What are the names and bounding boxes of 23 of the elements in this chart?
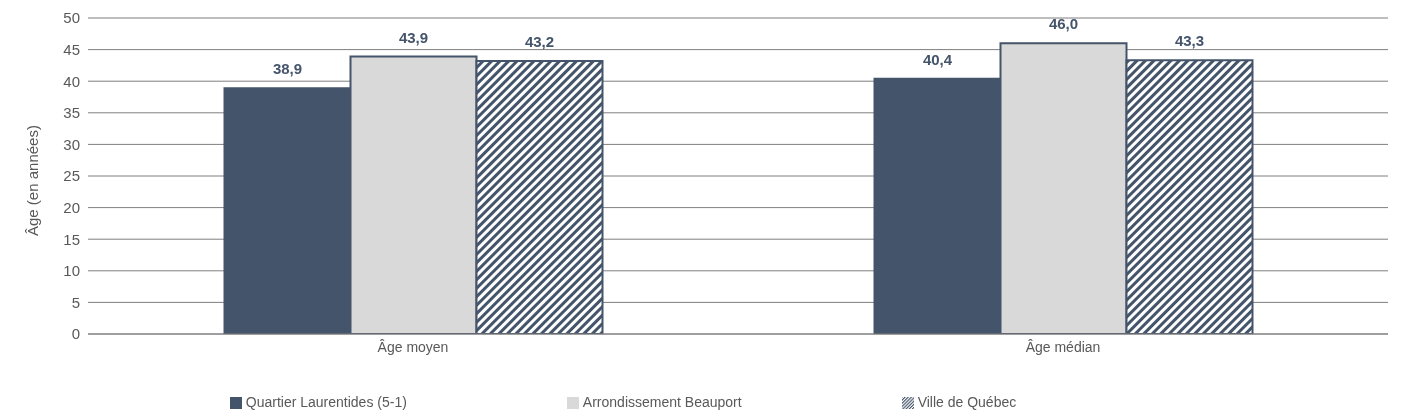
y-tick-label: 5 — [71, 293, 80, 311]
y-tick-label: 0 — [71, 325, 80, 343]
x-tick-label: Âge médian — [1025, 338, 1101, 355]
y-tick-label: 35 — [63, 104, 80, 122]
y-tick-label: 25 — [63, 167, 80, 185]
legend-label: Quartier Laurentides (5-1) — [245, 394, 407, 410]
legend-label: Arrondissement Beauport — [582, 394, 742, 410]
y-tick-label: 15 — [63, 230, 80, 248]
data-label: 40,4 — [922, 50, 953, 68]
data-label: 46,0 — [1048, 15, 1079, 33]
y-tick-label: 30 — [63, 135, 80, 153]
x-tick-label: Âge moyen — [377, 338, 449, 355]
data-label: 38,9 — [272, 60, 303, 78]
data-label: 43,2 — [524, 32, 555, 50]
y-tick-label: 10 — [63, 262, 80, 280]
y-tick-label: 50 — [63, 9, 80, 27]
y-axis-title: Âge (en années) — [24, 125, 42, 236]
y-tick-label: 20 — [63, 198, 80, 216]
data-label: 43,9 — [398, 28, 429, 46]
y-tick-label: 45 — [63, 40, 80, 58]
y-tick-label: 40 — [63, 72, 80, 90]
data-label: 43,3 — [1174, 32, 1205, 50]
legend-label: Ville de Québec — [917, 394, 1017, 410]
